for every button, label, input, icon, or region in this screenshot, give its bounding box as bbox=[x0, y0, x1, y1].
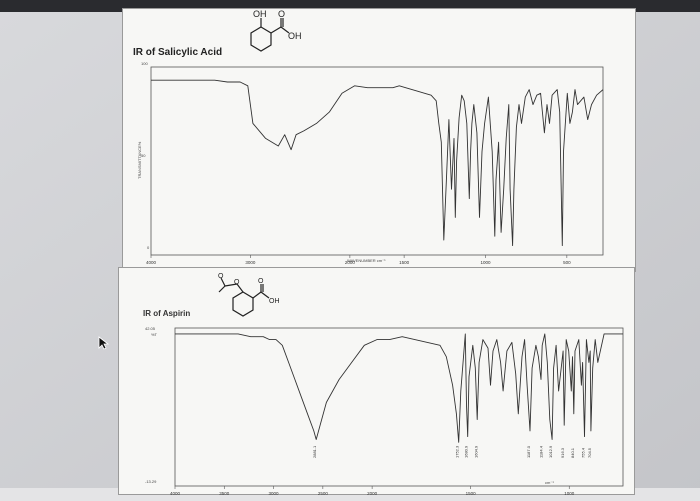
x-tick-label: 4000 bbox=[146, 260, 157, 265]
plot-frame bbox=[174, 327, 624, 487]
mouse-cursor-icon bbox=[98, 336, 110, 350]
x-tick-label: 1500 bbox=[399, 260, 410, 265]
aspirin-y-tick-bottom: -13.29 bbox=[145, 479, 157, 484]
peak-label: 1604.9 bbox=[473, 445, 478, 458]
salicylic-oh2-label: OH bbox=[288, 31, 302, 41]
aspirin-y-tick-top: 42.05 bbox=[145, 326, 156, 331]
peak-label: 704.5 bbox=[587, 447, 592, 458]
aspirin-o-label-3: O bbox=[258, 278, 264, 285]
peak-label: 1187.0 bbox=[526, 445, 531, 458]
x-tick-label: 1500 bbox=[466, 491, 477, 496]
salicylic-acid-structure: OH O OH bbox=[250, 9, 302, 52]
salicylic-o-label: O bbox=[278, 9, 285, 19]
peak-label: 1752.3 bbox=[455, 445, 460, 458]
x-tick-label: 3500 bbox=[219, 491, 230, 496]
aspirin-x-unit: cm⁻¹ bbox=[545, 480, 554, 485]
x-tick-label: 2500 bbox=[318, 491, 329, 496]
spectrum-line bbox=[151, 79, 604, 247]
plot-frame bbox=[150, 66, 604, 256]
salicylic-oh-label: OH bbox=[253, 9, 267, 19]
aspirin-structure: O O O OH bbox=[218, 273, 280, 317]
x-tick-label: 4000 bbox=[170, 491, 181, 496]
salicylic-acid-plot: 4000 3000 2000 1500 1000 500 bbox=[146, 66, 604, 265]
x-tick-label: 3000 bbox=[245, 260, 256, 265]
aspirin-o-label-1: O bbox=[218, 273, 224, 280]
salicylic-y-axis-label: TRANSMITTANCE% bbox=[137, 141, 142, 179]
x-tick-label: 1000 bbox=[480, 260, 491, 265]
aspirin-o-label-2: O bbox=[234, 279, 240, 286]
x-tick-label: 3000 bbox=[269, 491, 280, 496]
x-tick-label: 1000 bbox=[564, 491, 575, 496]
y-tick-0: 0 bbox=[147, 245, 150, 250]
aspirin-spectrum-panel: O O O OH IR of Aspirin 42.05 %T -13.29 c… bbox=[118, 267, 635, 496]
y-tick-50: 50 bbox=[141, 153, 146, 158]
aspirin-plot: 4000 3500 3000 2500 2000 1500 1000 2881.1 1752.3… bbox=[170, 327, 624, 496]
peak-label: 1680.9 bbox=[464, 445, 469, 458]
salicylic-x-axis-label: WAVENUMBER cm⁻¹ bbox=[347, 258, 386, 263]
x-tick-label: 2000 bbox=[345, 260, 356, 265]
peak-label: 840.1 bbox=[570, 447, 575, 458]
x-tick-label: 500 bbox=[563, 260, 571, 265]
spectrum-line bbox=[175, 333, 623, 443]
y-tick-100: 100 bbox=[141, 61, 148, 66]
peak-label: 1012.9 bbox=[548, 445, 553, 458]
peak-label: 1184.4 bbox=[538, 445, 543, 458]
salicylic-title: IR of Salicylic Acid bbox=[133, 47, 223, 58]
x-tick-label: 2000 bbox=[367, 491, 378, 496]
peak-label: 916.3 bbox=[560, 447, 565, 458]
aspirin-oh-label: OH bbox=[269, 298, 280, 305]
aspirin-title: IR of Aspirin bbox=[143, 309, 191, 318]
salicylic-acid-spectrum-panel: OH O OH IR of Salicylic Acid 100 50 0 TR… bbox=[122, 8, 636, 272]
peak-label: 755.4 bbox=[581, 447, 586, 458]
aspirin-y-tick-t: %T bbox=[151, 332, 157, 337]
peak-label: 2881.1 bbox=[312, 445, 317, 458]
